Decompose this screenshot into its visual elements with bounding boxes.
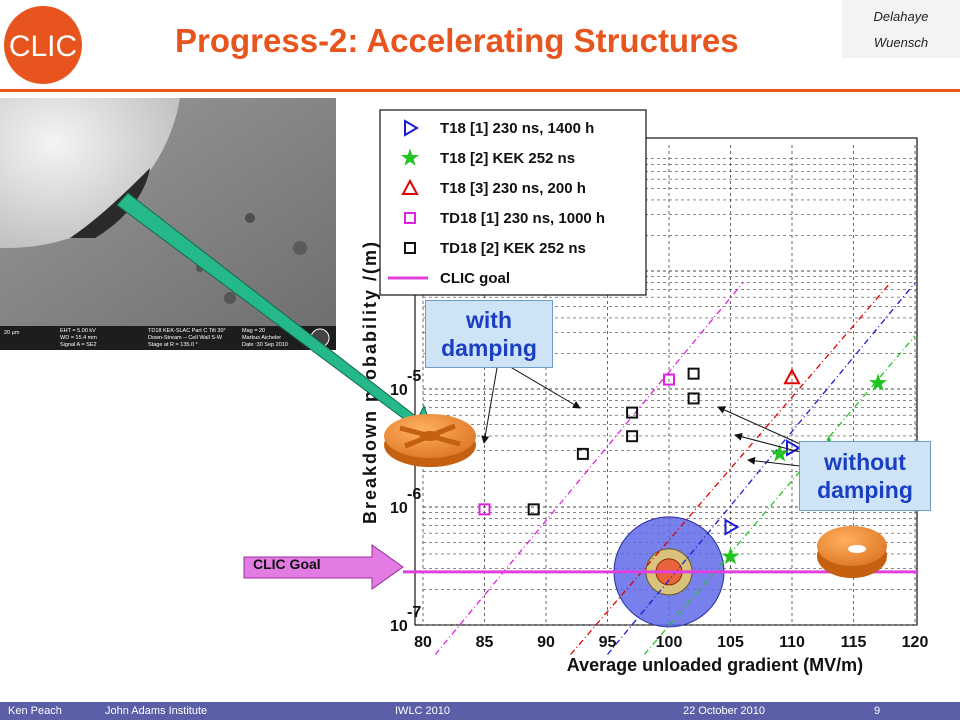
legend-marker [404,212,416,224]
sem-micrograph: 20 µm EHT = 5.00 kV WD = 15.4 mm Signal … [0,98,336,350]
author-2: Wuensch [873,35,929,50]
x-tick-label: 80 [414,634,432,651]
footer-presenter: Ken Peach [8,705,62,717]
x-tick-label: 105 [717,634,744,651]
data-point [869,373,888,391]
authors-box: Delahaye Wuensch [842,0,960,58]
with-damping-arrow-2 [481,367,498,444]
y-tick-exponent: -6 [407,486,421,503]
footer-page: 9 [874,705,881,717]
without-damping-arrow-3 [747,456,801,467]
data-point [770,444,789,462]
legend-label: TD18 [2] KEK 252 ns [440,240,586,257]
data-point [527,503,540,516]
footer-event: IWLC 2010 [395,705,451,717]
without-damping-line-2: damping [817,477,913,503]
data-point [663,373,675,386]
legend-label: CLIC goal [440,270,510,287]
with-damping-line-1: with [466,307,512,333]
x-tick-label: 110 [779,634,805,651]
slide-title: Progress-2: Accelerating Structures [175,22,739,59]
svg-text:Stage at R = 135.0 °: Stage at R = 135.0 ° [148,342,198,348]
data-point [687,367,700,380]
y-tick-exponent: -5 [407,368,421,385]
legend-label: TD18 [1] 230 ns, 1000 h [440,210,605,227]
y-tick-label: 10 [390,500,408,517]
legend-label: T18 [1] 230 ns, 1400 h [440,120,594,137]
without-damping-callout: without damping [799,441,931,511]
legend-label: T18 [2] KEK 252 ns [440,150,575,167]
svg-text:Markus Aicheler: Markus Aicheler [242,335,281,341]
clic-goal-arrow [243,544,404,590]
legend-marker [401,178,419,195]
x-tick-label: 85 [476,634,494,651]
x-tick-label: 90 [537,634,555,651]
data-point [576,447,589,460]
svg-text:Mag = 20: Mag = 20 [242,328,265,334]
fit-line [606,282,916,655]
with-damping-line-2: damping [441,335,537,361]
title-rule [0,89,960,92]
y-tick-labels: 10-710-610-5 [390,368,421,635]
sem-scalebar: 20 µm [4,330,20,336]
without-damping-arrow-2 [734,432,801,453]
footer-date: 22 October 2010 [683,705,765,717]
data-point [687,392,700,405]
data-point [786,439,801,457]
svg-text:TD18 KEK-SLAC Part C Tilt 30°: TD18 KEK-SLAC Part C Tilt 30° [148,328,226,334]
svg-text:Down-Stream -- Cell Wall S-W: Down-Stream -- Cell Wall S-W [148,335,223,341]
author-1: Delahaye [873,9,929,24]
data-point [783,368,801,385]
undamped-disk-icon [817,526,887,578]
legend: T18 [1] 230 ns, 1400 h T18 [2] KEK 252 ns… [379,109,647,296]
data-point [478,503,491,516]
damped-disk-icon [384,414,476,467]
y-tick-label: 10 [390,618,408,635]
y-tick-exponent: -7 [407,604,421,621]
svg-text:Date :30 Sep 2010: Date :30 Sep 2010 [242,342,288,348]
svg-text:WD = 15.4 mm: WD = 15.4 mm [60,335,97,341]
data-point [724,518,740,536]
fit-line [570,282,891,655]
fit-line [434,282,744,655]
footer-institute: John Adams Institute [105,705,208,717]
with-damping-callout: with damping [425,300,553,368]
legend-marker [404,119,419,137]
x-tick-label: 100 [656,634,683,651]
x-tick-label: 115 [841,634,867,651]
fit-lines [434,282,916,655]
with-damping-arrow-1 [506,364,581,409]
fit-line [643,335,916,655]
data-point [626,430,639,443]
logo-text: CLIC [9,30,77,63]
y-tick-label: 10 [390,382,408,399]
without-damping-line-1: without [824,449,906,475]
x-tick-labels: 80 85 90 95 100 105 110 115 120 [414,634,928,651]
x-tick-label: 120 [902,634,929,651]
data-point [626,406,639,419]
clic-goal-arrow-label: CLIC Goal [253,556,321,572]
legend-marker [400,148,420,166]
x-tick-label: 95 [599,634,617,651]
legend-label: T18 [3] 230 ns, 200 h [440,180,586,197]
footer: Ken Peach John Adams Institute IWLC 2010… [0,702,960,720]
svg-text:EHT = 5.00 kV: EHT = 5.00 kV [60,328,96,334]
without-damping-arrow-1 [717,406,801,445]
data-point [721,547,740,565]
svg-text:Signal A = SE2: Signal A = SE2 [60,342,97,348]
legend-marker [404,242,416,254]
x-axis-label: Average unloaded gradient (MV/m) [567,655,863,675]
legend-box [379,109,647,296]
clic-logo: CLIC [4,6,82,84]
